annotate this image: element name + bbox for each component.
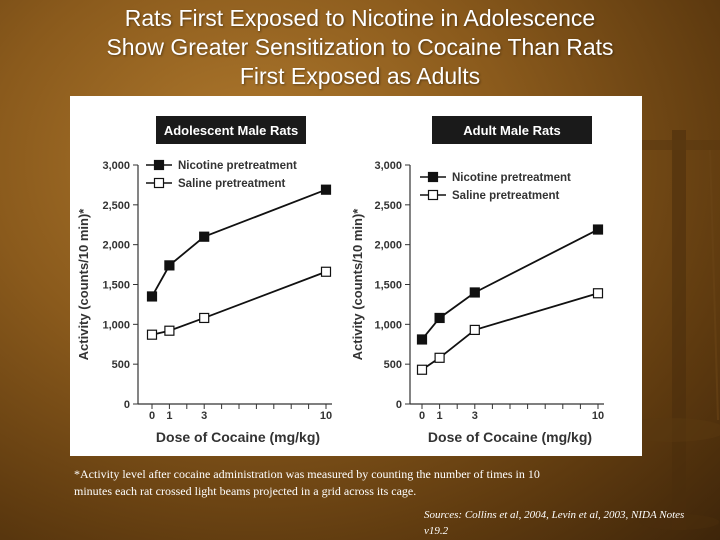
x-tick-label: 3 [201,410,207,422]
y-tick-label: 500 [384,359,402,371]
panel-title: Adult Male Rats [463,123,561,138]
y-tick-label: 1,000 [374,319,402,331]
legend-marker [427,189,439,201]
nicotine-point [199,231,210,242]
legend-marker [427,171,439,183]
chart-figure: Adolescent Male Rats 0 500 1,000 1,500 2,000 2… [70,96,642,456]
legend-marker [153,177,165,189]
saline-point [416,364,428,375]
saline-point [434,352,445,363]
saline-point [320,266,332,277]
title-line: Rats First Exposed to Nicotine in Adoles… [124,5,596,31]
y-tick-label: 2,500 [102,200,130,212]
saline-point [469,324,480,336]
nicotine-point [320,184,332,195]
y-tick-label: 1,000 [102,319,130,331]
panel-title: Adolescent Male Rats [164,123,298,138]
y-tick-label: 1,500 [102,280,130,292]
footnote: *Activity level after cocaine administra… [74,466,634,500]
footnote-line: minutes each rat crossed light beams pro… [74,484,417,498]
chart-svg: Adolescent Male Rats 0 500 1,000 1,500 2,000 2… [76,116,604,445]
y-tick-label: 0 [124,399,130,411]
x-tick-label: 1 [166,410,172,422]
legend-label: Saline pretreatment [178,178,286,190]
series-line [421,292,599,371]
x-tick-label: 0 [149,410,155,422]
series-line [151,270,327,336]
slide-title: Rats First Exposed to Nicotine in Adoles… [0,4,720,91]
legend-marker [153,159,165,171]
y-tick-label: 2,500 [374,200,402,212]
sources-line: Sources: Collins et al, 2004, Levin et a… [424,509,685,521]
nicotine-point [592,224,604,235]
sources: Sources: Collins et al, 2004, Levin et a… [424,507,714,539]
series-line [151,188,327,297]
saline-point [592,288,604,299]
x-axis-label: Dose of Cocaine (mg/kg) [156,429,320,445]
y-tick-label: 500 [112,359,130,371]
sources-line: v19.2 [424,525,449,537]
nicotine-point [164,260,175,271]
panel-adolescent: Adolescent Male Rats 0 500 1,000 1,500 2,000 2… [76,116,332,445]
legend-label: Saline pretreatment [452,190,560,202]
title-line: First Exposed as Adults [239,63,481,89]
saline-point [146,329,158,340]
legend-label: Nicotine pretreatment [178,160,297,172]
x-tick-label: 10 [320,410,332,422]
y-axis-label: Activity (counts/10 min)* [350,208,365,361]
x-axis-label: Dose of Cocaine (mg/kg) [428,429,592,445]
nicotine-point [434,312,445,324]
saline-point [164,325,175,336]
saline-point [199,312,210,324]
panel-header-bg [432,116,592,144]
panel-adult: Adult Male Rats 0 500 1,000 1,500 2,000 2,500 3… [350,116,604,445]
y-tick-label: 2,000 [374,240,402,252]
y-tick-label: 2,000 [102,240,130,252]
x-tick-label: 3 [472,410,478,422]
y-axis-label: Activity (counts/10 min)* [76,208,91,361]
nicotine-point [469,287,480,298]
x-tick-label: 10 [592,410,604,422]
title-line: Show Greater Sensitization to Cocaine Th… [106,34,614,60]
x-tick-label: 0 [419,410,425,422]
series-line [421,228,599,341]
y-tick-label: 0 [396,399,402,411]
panel-header-bg [156,116,306,144]
y-tick-label: 1,500 [374,280,402,292]
nicotine-point [416,334,428,345]
nicotine-point [146,291,158,302]
footnote-line: *Activity level after cocaine administra… [74,467,540,481]
x-tick-label: 1 [437,410,443,422]
y-tick-label: 3,000 [102,160,130,172]
y-tick-label: 3,000 [374,160,402,172]
legend-label: Nicotine pretreatment [452,172,571,184]
